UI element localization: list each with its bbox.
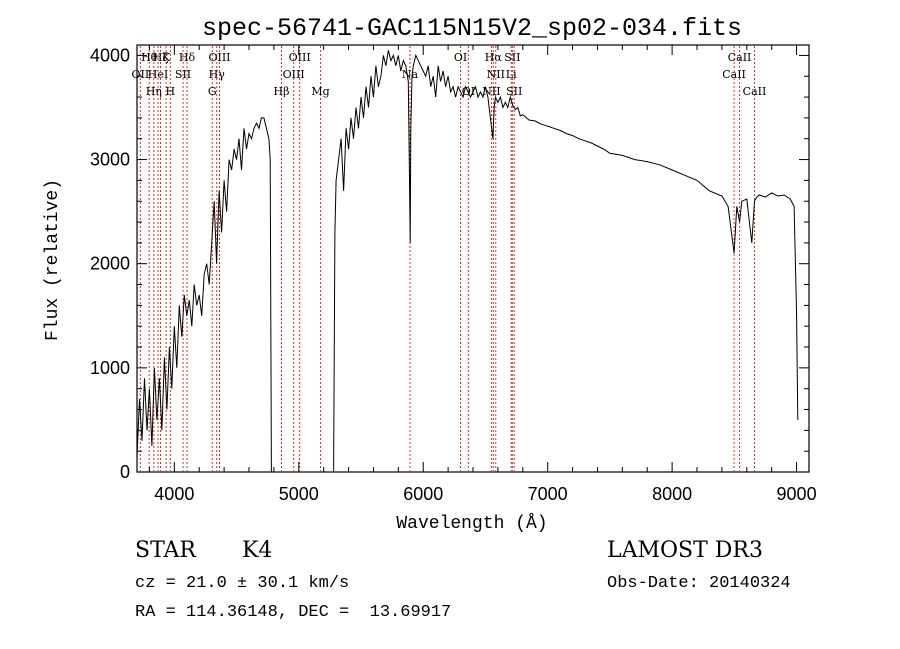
spectral-line-label: H [166, 85, 176, 98]
y-axis-ticks: 0 1000 2000 3000 4000 [90, 45, 809, 482]
spectral-line-label: OIII [283, 68, 305, 81]
spectral-line-label: Hζ [153, 51, 169, 64]
spectral-line-markers [139, 46, 755, 471]
spectral-line-label: K [162, 51, 171, 64]
x-tick-label: 5000 [279, 484, 319, 504]
object-subclass: K4 [242, 538, 273, 563]
spectral-line-label: SII [504, 51, 520, 64]
spectral-line-label: SII [506, 85, 522, 98]
spectral-line-label: Hδ [179, 51, 196, 64]
spectral-line-label: Hγ [209, 68, 226, 81]
coordinates-text: RA = 114.36148, DEC = 13.69917 [135, 603, 452, 622]
y-axis-label: Flux (relative) [43, 179, 63, 341]
y-tick-label: 3000 [90, 150, 130, 170]
x-axis-label: Wavelength (Å) [396, 513, 547, 534]
chart-title: spec-56741-GAC115N15V2_sp02-034.fits [202, 14, 742, 43]
spectral-line-label: Hβ [274, 85, 290, 98]
spectral-line-label: G [208, 85, 217, 98]
spectral-line-label: OII [132, 68, 150, 81]
x-tick-label: 6000 [403, 484, 443, 504]
x-tick-label: 7000 [528, 484, 568, 504]
spectral-line-label: SII [175, 68, 191, 81]
survey-name: LAMOST DR3 [607, 538, 763, 563]
spectral-line-label: HeI [148, 68, 168, 81]
spectral-line-label: CaII [743, 85, 767, 98]
spectral-line-label: Li [506, 68, 517, 81]
spectral-line-label: OIII [289, 51, 311, 64]
x-tick-label: 9000 [777, 484, 817, 504]
spectral-line-label: CaII [728, 51, 752, 64]
spectral-line-label: OI [454, 51, 467, 64]
spectral-line-label: Mg [311, 85, 329, 98]
y-tick-label: 4000 [90, 45, 130, 65]
spectral-line-labels: OII Hθ Hη HeI HζK H SII Hδ G Hγ OIII Hβ OIII OIII Mg Na… [132, 51, 767, 98]
redshift-text: cz = 21.0 ± 30.1 km/s [135, 574, 350, 593]
y-tick-label: 1000 [90, 358, 130, 378]
x-tick-label: 4000 [154, 484, 194, 504]
y-tick-label: 0 [120, 462, 130, 482]
x-axis-ticks: 4000 5000 6000 7000 8000 9000 [148, 45, 817, 504]
spectral-line-label: Hη [146, 85, 162, 98]
spectral-line-label: OIII [208, 51, 230, 64]
spectral-line-label: CaII [722, 68, 746, 81]
spectral-line-label: Hθ [141, 51, 158, 64]
object-class: STAR [135, 538, 196, 563]
flux-series-line [136, 50, 799, 473]
obs-date-text: Obs-Date: 20140324 [607, 574, 791, 593]
spectral-line-label: Na [402, 68, 419, 81]
spectral-line-label: NII [487, 68, 505, 81]
spectral-line-label: Hα [485, 51, 503, 64]
y-tick-label: 2000 [90, 254, 130, 274]
x-tick-label: 8000 [652, 484, 692, 504]
plot-frame [136, 44, 810, 473]
